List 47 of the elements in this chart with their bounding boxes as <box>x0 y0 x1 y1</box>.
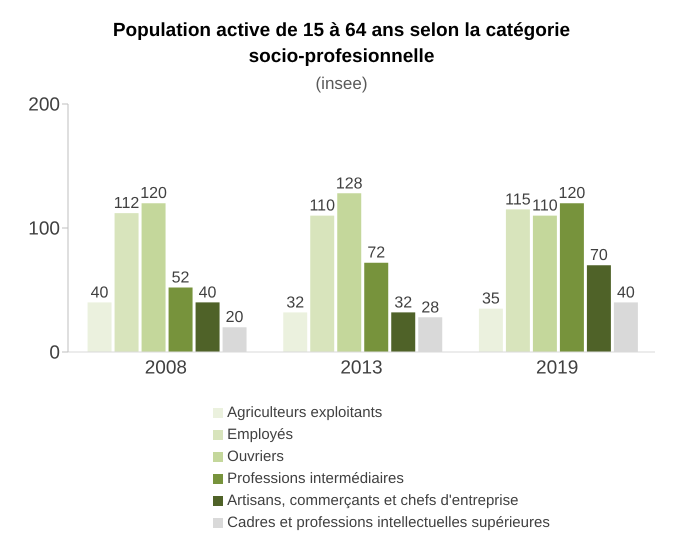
x-tick-label: 2013 <box>340 357 383 378</box>
legend-label: Ouvriers <box>227 448 284 465</box>
data-label: 20 <box>226 309 244 326</box>
bar <box>586 265 611 352</box>
data-label: 110 <box>532 198 558 215</box>
legend-label: Agriculteurs exploitants <box>227 404 382 421</box>
x-tick-label: 2008 <box>144 357 187 378</box>
data-label: 110 <box>309 198 336 215</box>
bar <box>283 312 308 352</box>
bar <box>88 302 112 352</box>
data-label: 70 <box>590 247 608 264</box>
data-label: 32 <box>394 294 412 312</box>
bar <box>142 203 166 352</box>
legend-label: Cadres et professions intellectuelles supérieures <box>227 514 550 531</box>
bar <box>196 302 220 352</box>
chart-title: Population active de 15 à 64 ans selon la catégorie socio-profesionnelle <box>112 19 572 69</box>
bar <box>478 308 503 352</box>
data-label: 28 <box>421 299 440 316</box>
data-label: 120 <box>558 185 586 202</box>
legend-label: Employés <box>227 426 294 443</box>
data-label: 35 <box>482 290 500 308</box>
legend-label: Artisans, commerçants et chefs d'entreprise <box>227 492 518 509</box>
data-label: 72 <box>367 244 386 262</box>
data-label: 40 <box>617 284 635 302</box>
bar <box>114 213 139 352</box>
bar <box>506 209 530 352</box>
bar <box>532 216 557 352</box>
bar <box>168 288 193 352</box>
y-tick-label: 200 <box>28 94 60 116</box>
data-label: 115 <box>505 191 531 208</box>
bar <box>391 312 416 352</box>
data-label: 112 <box>114 195 140 212</box>
y-tick-label: 0 <box>49 342 60 364</box>
data-label: 128 <box>336 175 363 192</box>
data-label: 40 <box>90 284 109 302</box>
data-label: 32 <box>286 294 304 312</box>
chart-subtitle: (insee) <box>314 74 368 94</box>
y-tick-label: 100 <box>28 218 60 240</box>
data-label: 120 <box>140 185 168 202</box>
x-tick-label: 2019 <box>536 357 578 378</box>
bar <box>364 262 388 352</box>
bar <box>560 203 584 352</box>
legend-label: Professions intermédiaires <box>227 470 404 487</box>
bar <box>337 193 362 352</box>
bar <box>310 216 334 352</box>
data-label: 40 <box>198 284 217 302</box>
data-label: 52 <box>172 270 190 287</box>
